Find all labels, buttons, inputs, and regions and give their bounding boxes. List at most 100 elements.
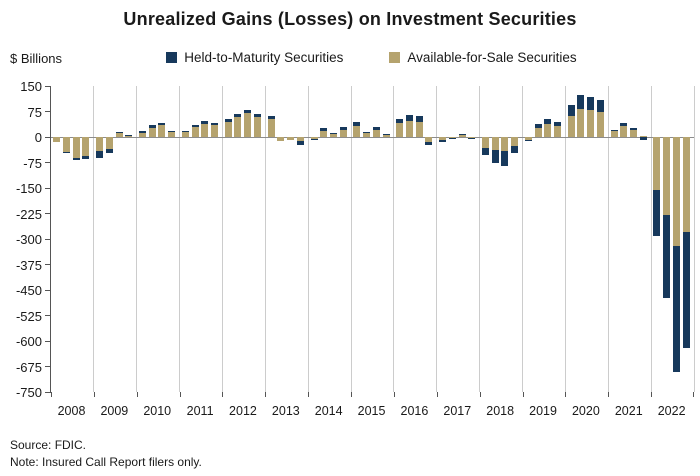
bar-afs-2011-q3 [201, 123, 209, 137]
bar-afs-2022-q2 [663, 137, 671, 216]
x-tick-mark [351, 392, 353, 397]
bar-htm-2009-q2 [105, 148, 113, 154]
bar-htm-2018-q3 [501, 151, 509, 166]
bar-htm-2019-q2 [534, 124, 542, 129]
bar-htm-2014-q1 [310, 139, 318, 141]
zero-axis-line [51, 136, 694, 138]
x-tick-label-2020: 2020 [571, 404, 600, 418]
year-gridline [93, 86, 95, 392]
bar-afs-2012-q1 [224, 121, 232, 137]
bar-htm-2021-q1 [610, 130, 618, 132]
bar-htm-2010-q3 [158, 122, 166, 126]
bar-afs-2019-q1 [524, 137, 532, 140]
bar-afs-2016-q3 [415, 122, 423, 137]
x-tick-label-2022: 2022 [657, 404, 686, 418]
bar-htm-2017-q4 [468, 138, 476, 140]
bar-htm-2011-q1 [181, 130, 189, 132]
y-tick-label: -750 [15, 385, 42, 400]
bar-htm-2008-q2 [63, 151, 71, 153]
year-gridline [307, 86, 309, 392]
bar-afs-2012-q4 [253, 116, 261, 137]
bar-htm-2020-q1 [567, 105, 575, 116]
legend: Held-to-Maturity Securities Available-fo… [50, 50, 693, 65]
y-tick-mark [45, 111, 51, 112]
y-tick-label: 0 [34, 130, 42, 145]
x-tick-mark [565, 392, 567, 397]
year-gridline [650, 86, 652, 392]
bar-afs-2017-q3 [458, 134, 466, 137]
bar-htm-2019-q3 [544, 119, 552, 125]
y-tick-label: -300 [15, 232, 42, 247]
y-tick-label: -225 [15, 206, 42, 222]
bar-htm-2018-q2 [491, 150, 499, 164]
bar-afs-2021-q4 [639, 135, 647, 137]
bar-afs-2019-q3 [544, 124, 552, 137]
bar-afs-2008-q3 [72, 137, 80, 159]
y-tick-label: -525 [15, 308, 42, 324]
bar-htm-2012-q4 [253, 113, 261, 117]
legend-swatch-htm-icon [166, 52, 178, 63]
bar-afs-2015-q4 [382, 134, 390, 137]
bar-afs-2018-q2 [491, 137, 499, 151]
bar-afs-2015-q2 [363, 132, 371, 137]
y-axis-units-label: $ Billions [10, 51, 63, 66]
year-gridline [522, 86, 524, 392]
legend-item-held-to-maturity: Held-to-Maturity Securities [166, 50, 343, 65]
bar-htm-2015-q3 [372, 127, 380, 131]
x-tick-mark [693, 392, 694, 397]
legend-label-held-to-maturity: Held-to-Maturity Securities [184, 50, 344, 65]
y-tick-mark [45, 391, 51, 393]
y-tick-mark [45, 366, 51, 367]
y-tick-label: 75 [27, 104, 42, 120]
bar-htm-2021-q4 [639, 137, 647, 141]
bar-htm-2010-q2 [148, 125, 156, 128]
x-tick-mark [608, 392, 610, 397]
bar-htm-2008-q4 [82, 156, 90, 160]
bar-htm-2020-q3 [587, 97, 595, 111]
bar-afs-2017-q4 [468, 137, 476, 139]
y-tick-mark [45, 238, 51, 240]
bar-afs-2008-q2 [63, 137, 71, 152]
bar-afs-2009-q4 [125, 135, 133, 137]
y-tick-mark [45, 340, 51, 342]
bar-afs-2020-q3 [587, 110, 595, 137]
bar-afs-2009-q2 [105, 137, 113, 149]
bar-htm-2015-q2 [363, 132, 371, 134]
y-tick-mark [45, 213, 51, 214]
x-tick-mark [265, 392, 267, 397]
bar-afs-2010-q3 [158, 125, 166, 137]
bar-htm-2015-q1 [353, 122, 361, 126]
y-tick-label: -675 [15, 359, 42, 375]
bar-htm-2014-q4 [339, 126, 347, 130]
bar-htm-2018-q4 [511, 145, 519, 153]
x-tick-label-2008: 2008 [57, 404, 86, 418]
bar-afs-2014-q2 [320, 131, 328, 137]
bar-htm-2022-q4 [682, 232, 690, 349]
year-gridline [221, 86, 223, 392]
bar-htm-2021-q2 [620, 122, 628, 127]
y-tick-label: -600 [15, 334, 42, 349]
bar-htm-2021-q3 [630, 128, 637, 131]
y-tick-mark [45, 136, 51, 138]
y-tick-label: -450 [15, 283, 42, 298]
bar-htm-2010-q1 [139, 131, 147, 133]
bar-htm-2013-q1 [267, 116, 275, 120]
bar-htm-2010-q4 [168, 130, 176, 132]
bar-htm-2020-q2 [577, 94, 585, 110]
bar-afs-2010-q1 [139, 132, 147, 137]
bar-afs-2015-q1 [353, 125, 361, 137]
x-tick-mark [51, 392, 52, 397]
legend-label-available-for-sale: Available-for-Sale Securities [407, 50, 577, 65]
bar-afs-2010-q4 [168, 131, 176, 137]
x-tick-mark [136, 392, 138, 397]
bar-afs-2011-q4 [211, 125, 219, 137]
bar-afs-2020-q1 [567, 115, 575, 137]
x-tick-label-2013: 2013 [271, 404, 300, 418]
x-tick-label-2017: 2017 [443, 404, 472, 418]
x-tick-mark [479, 392, 481, 397]
year-gridline [393, 86, 395, 392]
bar-htm-2015-q4 [382, 133, 390, 135]
note-text: Note: Insured Call Report filers only. [10, 455, 202, 469]
y-tick-label: -375 [15, 257, 42, 273]
bar-htm-2016-q4 [425, 142, 433, 146]
